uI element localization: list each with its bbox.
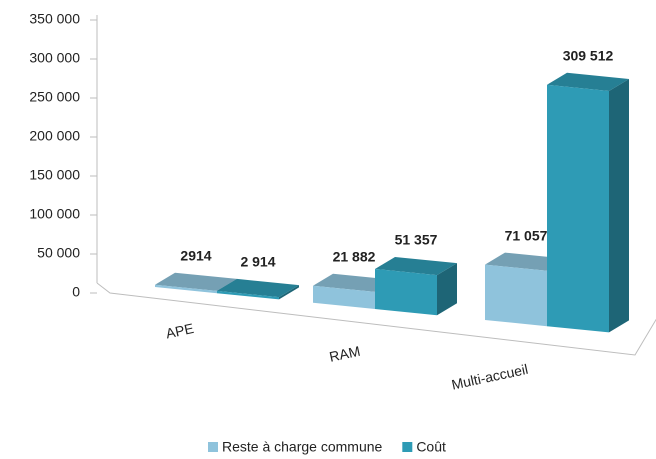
bar-side — [279, 285, 299, 300]
y-tick-label: 200 000 — [29, 128, 80, 144]
bar-top — [375, 256, 457, 276]
value-label: 51 357 — [395, 232, 438, 248]
legend-label: Reste à charge commune — [222, 439, 383, 455]
bar-top — [313, 273, 395, 292]
bar-front — [485, 264, 547, 327]
bar — [217, 278, 299, 300]
value-label: 2 914 — [240, 254, 275, 270]
chart-frame — [96, 15, 656, 356]
value-label: 309 512 — [563, 47, 614, 63]
y-tick-label: 50 000 — [37, 245, 80, 261]
bar-top — [155, 272, 237, 291]
bar — [375, 256, 457, 316]
x-tick-label: RAM — [328, 343, 362, 365]
value-label: 71 057 — [505, 227, 548, 243]
y-tick-label: 300 000 — [29, 50, 80, 66]
legend-swatch — [402, 442, 413, 452]
value-label: 21 882 — [333, 248, 376, 264]
value-label: 2914 — [180, 247, 211, 263]
y-tick-label: 350 000 — [29, 11, 80, 27]
legend-label: Coût — [416, 439, 446, 455]
bar-front — [547, 84, 609, 333]
bar-side — [437, 263, 457, 316]
bar-side — [609, 78, 629, 333]
bar-front — [217, 290, 279, 300]
y-tick-label: 100 000 — [29, 206, 80, 222]
bar-front — [313, 285, 375, 309]
legend-swatch — [208, 442, 218, 452]
x-tick-label: APE — [164, 320, 195, 341]
bar-top — [217, 278, 299, 298]
x-tick-label: Multi-accueil — [450, 361, 529, 393]
floor-edge — [96, 282, 656, 356]
y-tick-label: 250 000 — [29, 89, 80, 105]
y-tick-label: 150 000 — [29, 167, 80, 183]
bar-top — [485, 252, 567, 271]
bar-front — [375, 268, 437, 316]
bar-front — [155, 284, 217, 294]
bar-top — [547, 72, 629, 91]
bar — [547, 72, 629, 333]
y-tick-label: 0 — [72, 284, 80, 300]
